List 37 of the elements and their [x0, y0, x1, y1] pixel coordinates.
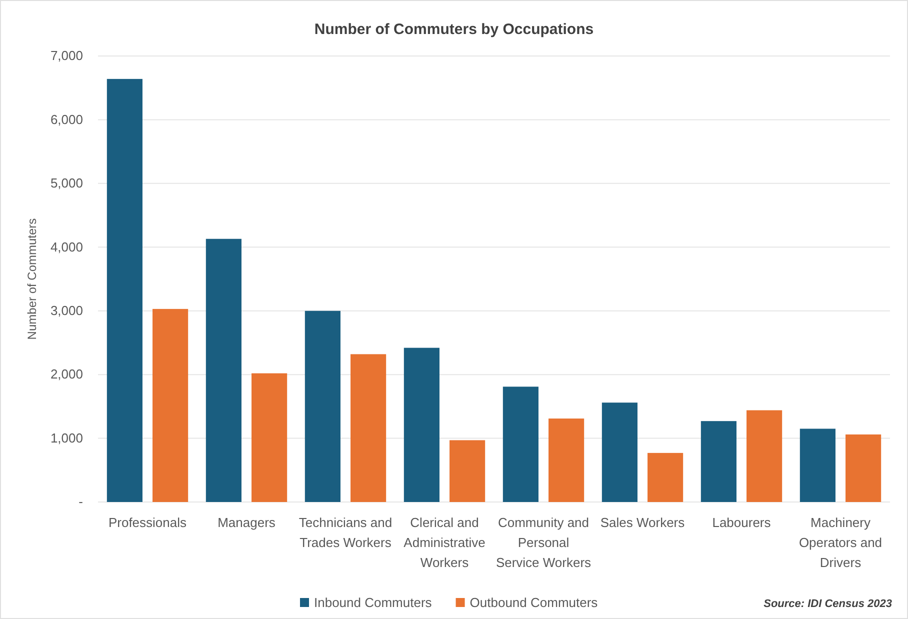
y-tick-label: - — [78, 494, 83, 510]
bar — [502, 386, 538, 502]
x-tick-label: Technicians and Trades Workers — [298, 515, 392, 550]
x-tick-label: Labourers — [712, 515, 772, 530]
bar — [548, 418, 584, 502]
y-tick-label: 7,000 — [50, 48, 83, 64]
bar — [700, 421, 736, 502]
y-tick-label: 2,000 — [50, 366, 83, 382]
bar — [206, 238, 242, 502]
legend-label: Inbound Commuters — [314, 595, 432, 610]
x-tick-label: Managers — [218, 515, 276, 530]
bar — [746, 410, 782, 502]
y-axis-title: Number of Commuters — [25, 218, 39, 340]
chart-title: Number of Commuters by Occupations — [314, 21, 594, 38]
bar — [106, 78, 142, 502]
bar — [800, 428, 836, 502]
bar — [350, 354, 386, 502]
x-tick-label: Machinery Operators and Drivers — [798, 515, 882, 570]
y-tick-label: 1,000 — [50, 430, 83, 446]
bar — [846, 434, 882, 502]
x-tick-label: Clerical and Administrative Workers — [404, 515, 486, 570]
x-tick-label: Professionals — [108, 515, 188, 530]
bar — [602, 402, 638, 502]
legend-label: Outbound Commuters — [470, 595, 598, 610]
bar — [152, 308, 188, 502]
source-note: Source: IDI Census 2023 — [764, 598, 892, 610]
y-tick-label: 3,000 — [50, 303, 83, 318]
bar — [304, 310, 340, 502]
bar — [648, 452, 684, 502]
x-tick-label: Community and Personal Service Workers — [496, 515, 592, 570]
bar — [252, 373, 288, 502]
y-tick-label: 6,000 — [50, 112, 83, 127]
y-tick-label: 4,000 — [50, 239, 83, 254]
bar — [404, 348, 440, 502]
bar — [450, 440, 486, 502]
x-tick-label: Sales Workers — [600, 515, 686, 530]
y-tick-label: 5,000 — [50, 176, 83, 191]
